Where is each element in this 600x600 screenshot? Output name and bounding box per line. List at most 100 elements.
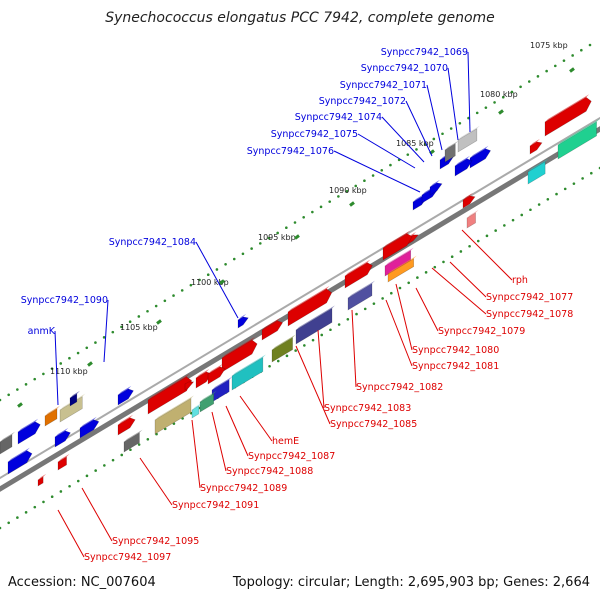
scale-dot <box>416 276 419 279</box>
kbp-label: 1075 kbp <box>530 41 568 50</box>
scale-dot <box>319 205 323 209</box>
gene-block-cyan-bevel <box>528 158 549 172</box>
scale-dot <box>146 438 150 441</box>
callout-bottom-3[interactable]: Synpcc7942_1079 <box>438 326 525 337</box>
scale-dot <box>172 294 175 297</box>
gene-block-grey2-bevel <box>124 429 143 442</box>
callout-bottom-15[interactable]: Synpcc7942_1097 <box>84 552 171 563</box>
callout-top-0[interactable]: Synpcc7942_1069 <box>381 47 468 58</box>
scale-dot <box>294 349 297 352</box>
callout-top-5-leader <box>357 133 416 169</box>
callout-bottom-12[interactable]: Synpcc7942_1089 <box>200 483 287 494</box>
callout-bottom-10[interactable]: Synpcc7942_1087 <box>248 451 335 462</box>
callout-bottom-8[interactable]: Synpcc7942_1085 <box>330 419 417 430</box>
scale-dot <box>154 304 158 308</box>
scale-dot <box>50 495 54 498</box>
scale-dot <box>511 218 515 222</box>
scale-dot <box>355 312 358 316</box>
scale-dot <box>0 526 2 530</box>
scale-dot <box>546 198 550 201</box>
gene-block-top-bevel <box>470 145 489 158</box>
callout-top-7[interactable]: Synpcc7942_1084 <box>109 237 196 248</box>
scale-dot <box>501 95 505 99</box>
callout-bottom-13[interactable]: Synpcc7942_1091 <box>172 500 259 511</box>
scale-dot <box>458 122 462 125</box>
gene-block-lightcyan <box>191 405 200 419</box>
scale-dot <box>311 210 314 214</box>
callout-top-3[interactable]: Synpcc7942_1072 <box>319 96 406 107</box>
scale-dot <box>68 484 71 488</box>
gene-block-top-bevel <box>118 385 132 395</box>
scale-dot <box>354 184 358 188</box>
callout-bottom-12-leader <box>191 419 201 489</box>
gene-block-top-bevel <box>8 447 30 462</box>
kbp-label: 1090 kbp <box>329 186 367 195</box>
scale-dot <box>94 341 97 344</box>
scale-dot <box>311 338 315 342</box>
gene-block-khaki2-bevel <box>155 395 195 420</box>
kbp-label: 1080 kbp <box>480 90 518 99</box>
scale-dot <box>285 226 288 230</box>
callout-bottom-10-leader <box>225 405 249 457</box>
callout-top-5[interactable]: Synpcc7942_1075 <box>271 129 358 140</box>
gene-block-olive-bevel <box>272 334 296 350</box>
scale-dot <box>163 299 167 303</box>
callout-bottom-0[interactable]: rph <box>512 275 528 286</box>
callout-top-9[interactable]: anmK <box>28 326 56 337</box>
callout-bottom-11[interactable]: Synpcc7942_1088 <box>226 466 313 477</box>
scale-dot <box>449 127 453 130</box>
scale-dot <box>545 69 548 73</box>
scale-dot <box>510 90 514 94</box>
callout-bottom-2[interactable]: Synpcc7942_1078 <box>486 309 573 320</box>
gene-block-top <box>429 182 443 196</box>
scale-dot <box>42 500 45 504</box>
callout-bottom-7[interactable]: Synpcc7942_1083 <box>324 403 411 414</box>
callout-top-2[interactable]: Synpcc7942_1071 <box>340 80 427 91</box>
callout-bottom-14-leader <box>81 487 113 542</box>
scale-dot <box>33 377 37 381</box>
gene-block-orange-bevel <box>45 405 61 416</box>
scale-dot <box>268 364 271 368</box>
callout-bottom-9[interactable]: hemE <box>272 436 299 447</box>
callout-bottom-14[interactable]: Synpcc7942_1095 <box>112 536 199 547</box>
scale-dot <box>406 153 410 156</box>
gene-block-top <box>54 430 71 448</box>
scale-dot <box>276 359 280 363</box>
scale-dot <box>285 354 289 358</box>
callout-top-4[interactable]: Synpcc7942_1074 <box>295 112 382 123</box>
callout-bottom-6[interactable]: Synpcc7942_1082 <box>356 382 443 393</box>
scale-dot <box>146 309 149 313</box>
major-tick <box>17 402 23 408</box>
scale-dot <box>120 453 124 457</box>
scale-dot <box>258 242 262 245</box>
callout-top-6[interactable]: Synpcc7942_1076 <box>247 146 334 157</box>
callout-bottom-2-leader <box>431 267 487 315</box>
scale-dot <box>206 273 210 277</box>
callout-bottom-5[interactable]: Synpcc7942_1081 <box>412 361 499 372</box>
callout-bottom-4[interactable]: Synpcc7942_1080 <box>412 345 499 356</box>
gene-block-bottom-tiny-bevel <box>38 473 47 480</box>
scale-dot <box>180 289 184 292</box>
gene-block-darkgrey-bevel <box>445 140 459 150</box>
callout-bottom-1-leader <box>449 261 487 298</box>
major-tick <box>156 319 162 325</box>
callout-bottom-7-leader <box>317 329 325 409</box>
callout-top-1[interactable]: Synpcc7942_1070 <box>361 63 448 74</box>
callout-bottom-1[interactable]: Synpcc7942_1077 <box>486 292 573 303</box>
callout-bottom-0-leader <box>461 229 513 281</box>
scale-dot <box>42 372 45 376</box>
scale-dot <box>450 255 454 258</box>
gene-block-blue2-bevel <box>212 376 233 390</box>
scale-dot <box>588 43 592 47</box>
scale-dot <box>380 168 384 172</box>
gene-block-darkgrey <box>444 143 456 163</box>
scale-dot <box>276 231 279 235</box>
gene-block-top <box>79 419 100 439</box>
scale-dot <box>441 132 444 136</box>
scale-dot <box>485 234 489 238</box>
scale-dot <box>76 479 80 483</box>
callout-top-8[interactable]: Synpcc7942_1090 <box>21 295 108 306</box>
major-tick <box>294 234 300 240</box>
gene-block-bottom-bevel <box>222 336 256 358</box>
callout-bottom-8-leader <box>295 345 331 425</box>
